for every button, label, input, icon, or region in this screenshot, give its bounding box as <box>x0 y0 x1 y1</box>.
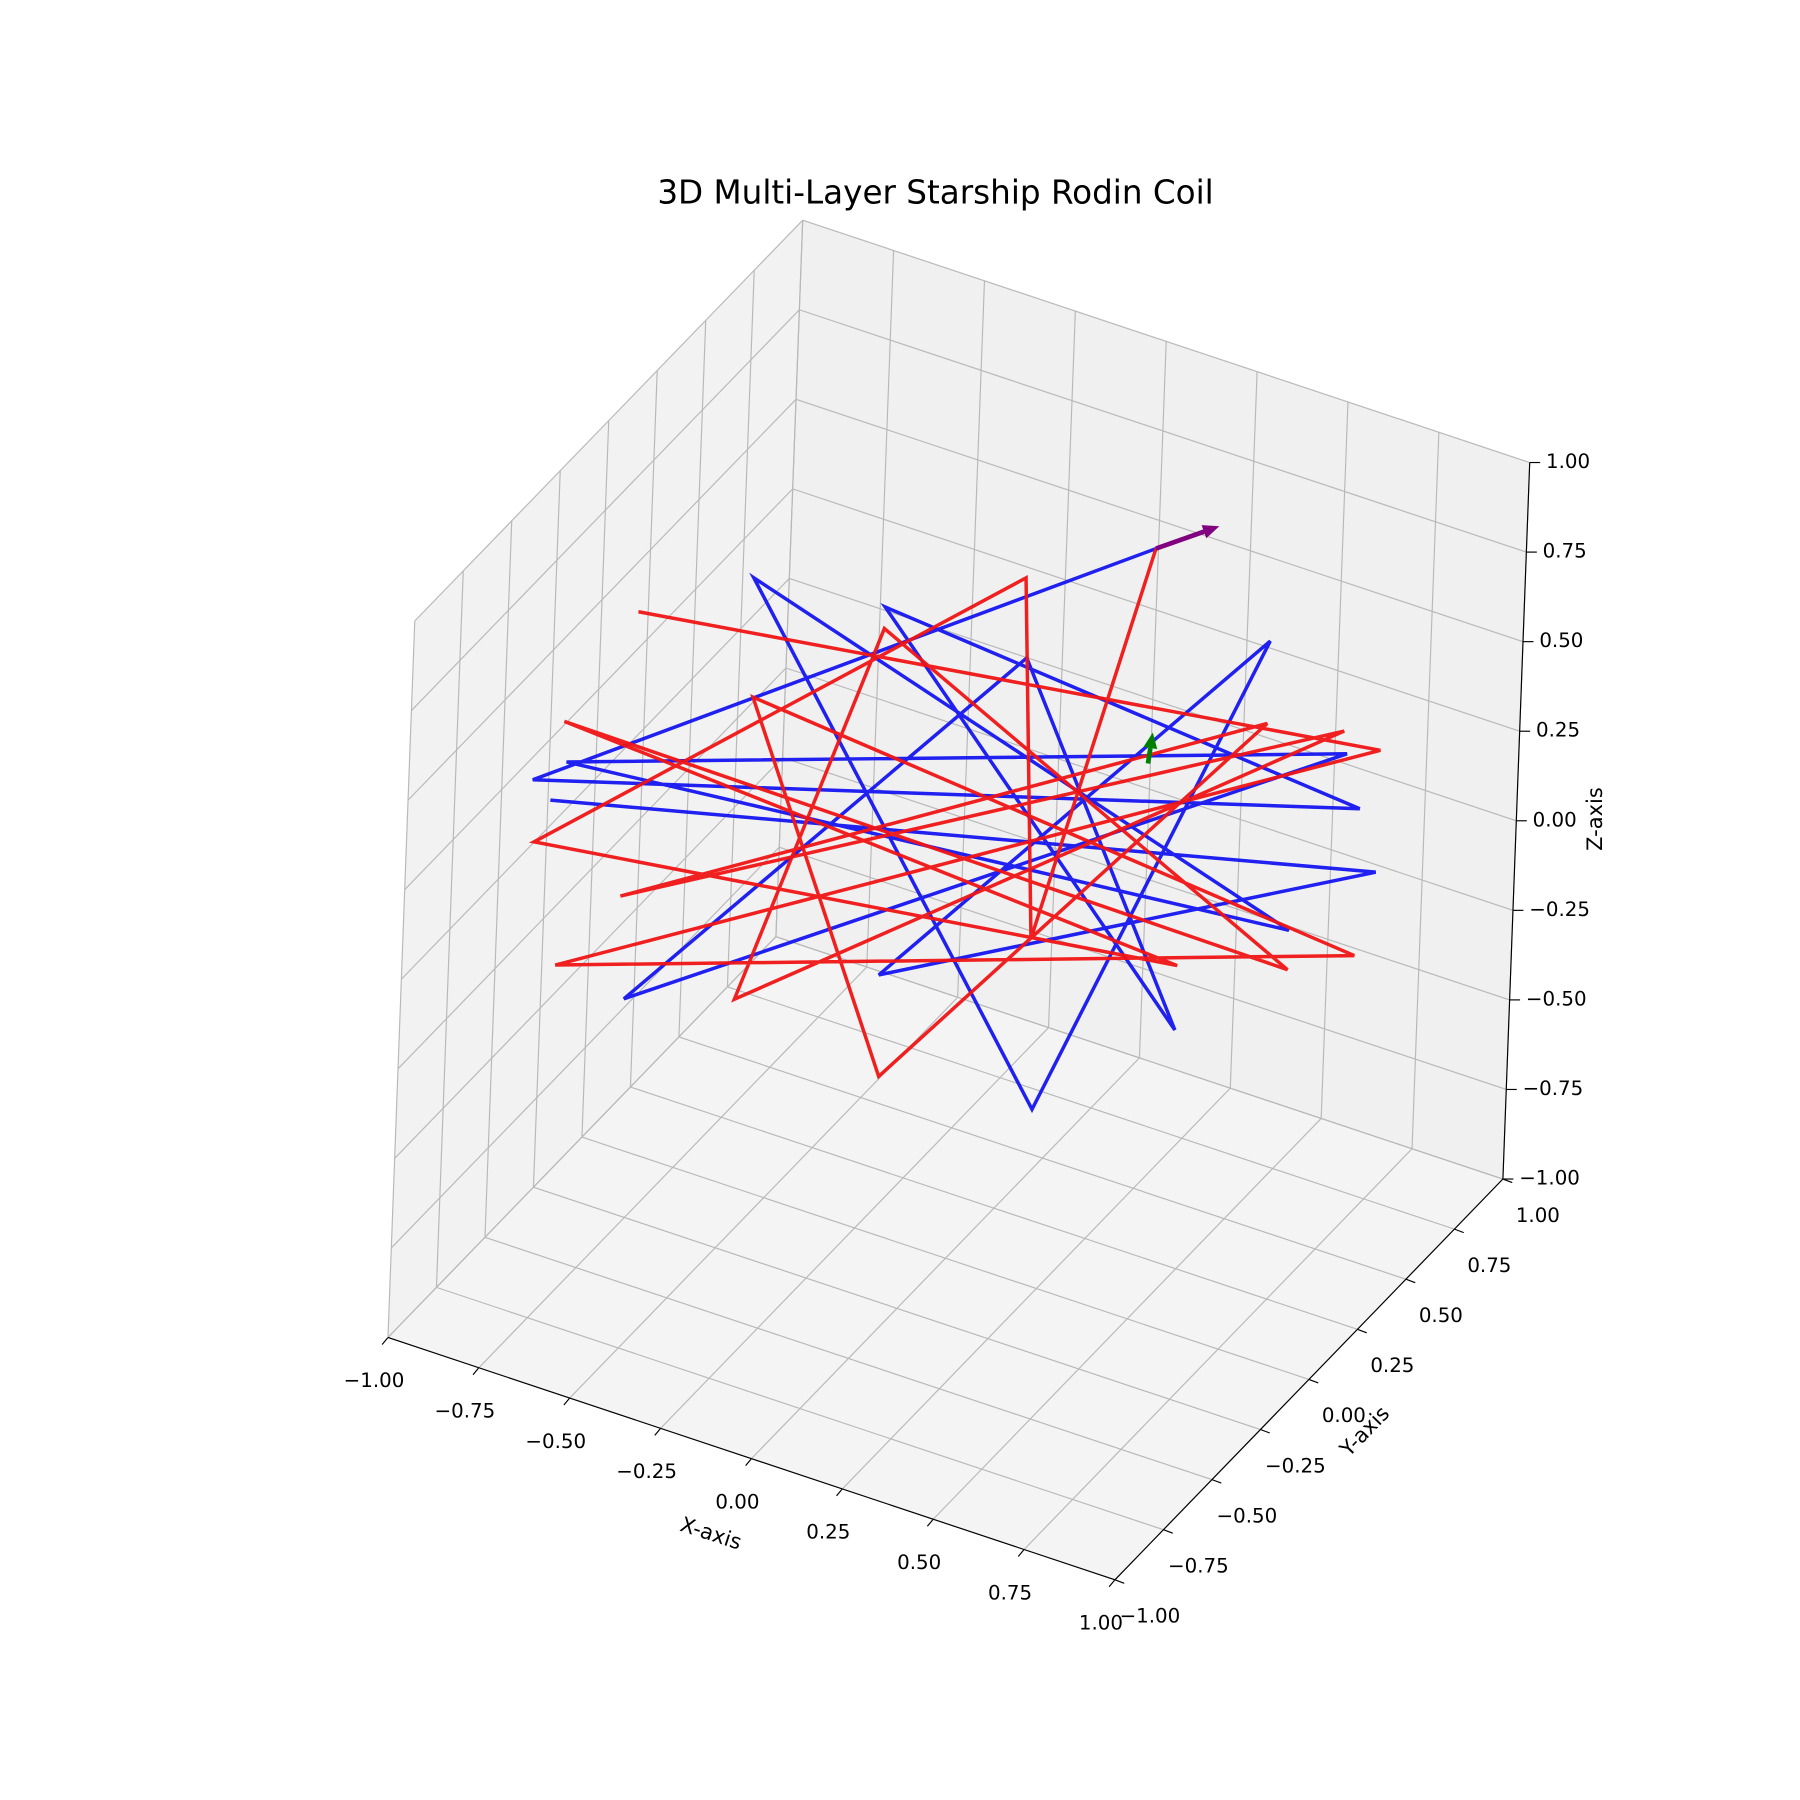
grid-line <box>782 757 1510 1001</box>
tick-mark <box>1163 1529 1173 1534</box>
grid-line <box>727 986 1455 1230</box>
grid-line <box>436 1286 1164 1531</box>
x-tick-label: −0.50 <box>525 1430 586 1453</box>
z-axis-line <box>1502 462 1531 1180</box>
grid-line <box>407 398 797 801</box>
grid-line <box>630 1086 1358 1330</box>
x-axis-label: X-axis <box>677 1512 744 1554</box>
chart-title: 3D Multi-Layer Starship Rodin Coil <box>657 174 1213 212</box>
x-tick-label: 0.25 <box>806 1521 850 1544</box>
tick-mark <box>1405 1278 1416 1284</box>
y-tick-label: 0.25 <box>1370 1354 1414 1377</box>
grid-line <box>785 667 1514 911</box>
arrow-shaft <box>1155 529 1205 551</box>
x-tick-label: 0.00 <box>715 1490 759 1513</box>
tick-mark <box>926 1518 934 1527</box>
tick-mark <box>1357 1328 1367 1334</box>
arrow-head <box>1201 525 1220 539</box>
grid-line <box>802 219 1530 464</box>
tick-mark <box>1211 1479 1222 1484</box>
z-tick-label: −0.75 <box>1523 1077 1584 1100</box>
tick-mark <box>1017 1549 1025 1557</box>
tick-mark <box>1114 1579 1125 1584</box>
tick-mark <box>1502 1178 1513 1184</box>
y-tick-label: −1.00 <box>1120 1605 1181 1628</box>
grid-line <box>400 578 790 980</box>
grid-line <box>387 936 777 1338</box>
x-tick-label: 1.00 <box>1079 1612 1123 1635</box>
y-tick-label: −0.75 <box>1168 1554 1229 1577</box>
grid-line <box>484 1236 1213 1481</box>
grid-line <box>581 1136 1310 1380</box>
x-axis-line <box>387 1336 1116 1581</box>
tick-mark <box>836 1488 843 1497</box>
y-tick-label: 0.00 <box>1322 1404 1366 1427</box>
y-tick-label: 0.75 <box>1467 1254 1511 1277</box>
tick-mark <box>1260 1428 1270 1434</box>
grid-line <box>678 1036 1407 1280</box>
z-tick-label: 1.00 <box>1546 450 1590 473</box>
tick-mark <box>472 1367 480 1376</box>
z-tick-label: −1.00 <box>1519 1167 1580 1190</box>
tick-mark <box>381 1337 389 1345</box>
grid-line <box>414 219 804 622</box>
grid-line <box>410 309 800 711</box>
x-tick-label: 0.75 <box>988 1581 1032 1604</box>
y-tick-label: −0.25 <box>1265 1454 1326 1477</box>
grid-line <box>397 667 787 1070</box>
tick-mark <box>563 1397 571 1406</box>
grid-line <box>779 846 1507 1091</box>
tick-mark <box>745 1458 752 1467</box>
z-tick-label: 0.75 <box>1543 540 1587 563</box>
z-axis-label: Z-axis <box>1583 787 1607 851</box>
tick-mark <box>1308 1378 1319 1384</box>
grid-line <box>799 309 1527 553</box>
y-tick-label: 0.50 <box>1419 1304 1463 1327</box>
tick-mark <box>1454 1228 1464 1234</box>
arrow-shaft <box>1145 747 1153 764</box>
x-tick-label: 0.50 <box>897 1551 941 1574</box>
x-tick-label: −0.75 <box>435 1400 496 1423</box>
x-tick-label: −1.00 <box>344 1369 405 1392</box>
z-tick-label: 0.25 <box>1536 719 1580 742</box>
z-tick-label: 0.50 <box>1539 629 1583 652</box>
tick-mark <box>654 1427 662 1436</box>
grid-line <box>533 1186 1261 1431</box>
arrow-head <box>1143 732 1158 750</box>
grid-line <box>390 846 780 1249</box>
y-axis-line <box>1114 1178 1504 1581</box>
coil-line <box>528 548 1381 1080</box>
y-tick-label: 1.00 <box>1516 1204 1560 1227</box>
z-tick-label: −0.25 <box>1529 898 1590 921</box>
z-tick-label: −0.50 <box>1526 987 1587 1010</box>
z-tick-label: 0.00 <box>1533 808 1577 831</box>
y-tick-label: −0.50 <box>1217 1504 1278 1527</box>
tick-mark <box>1108 1579 1116 1588</box>
grid-line <box>775 936 1504 1180</box>
grid-line <box>795 398 1524 643</box>
grid-line <box>404 488 794 891</box>
x-tick-label: −0.25 <box>616 1460 677 1483</box>
grid-line <box>792 488 1520 732</box>
